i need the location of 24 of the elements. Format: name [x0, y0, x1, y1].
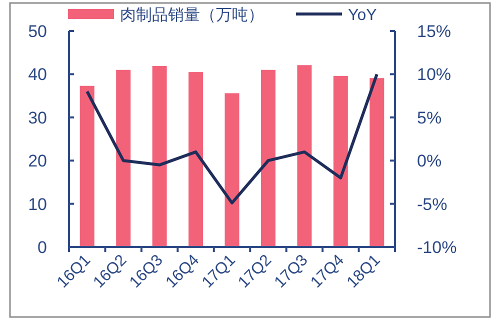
y2-tick-label: 0%: [417, 152, 442, 171]
bar: [152, 66, 167, 247]
y2-tick-label: 15%: [417, 22, 452, 41]
y-tick-label: 50: [28, 22, 47, 41]
y-tick-label: 30: [28, 108, 47, 128]
y-tick-label: 0: [38, 238, 47, 257]
y2-tick-label: 10%: [417, 65, 452, 84]
bar: [116, 70, 131, 247]
y2-tick-label: -5%: [417, 194, 448, 214]
legend-label: 肉制品销量（万吨）: [120, 6, 264, 24]
bar: [188, 72, 204, 247]
bar: [80, 86, 94, 247]
legend-label: YoY: [348, 7, 378, 24]
bar: [370, 78, 384, 247]
y2-tick-label: -10%: [417, 238, 457, 257]
bar: [297, 65, 312, 247]
line-series: [86, 72, 378, 204]
y-tick-label: 20: [28, 152, 47, 171]
bar: [333, 76, 348, 247]
bar: [224, 93, 240, 247]
bar: [260, 70, 276, 247]
y-tick-label: 10: [28, 194, 47, 214]
y2-tick-label: 5%: [417, 108, 442, 128]
y-tick-label: 40: [28, 65, 47, 84]
